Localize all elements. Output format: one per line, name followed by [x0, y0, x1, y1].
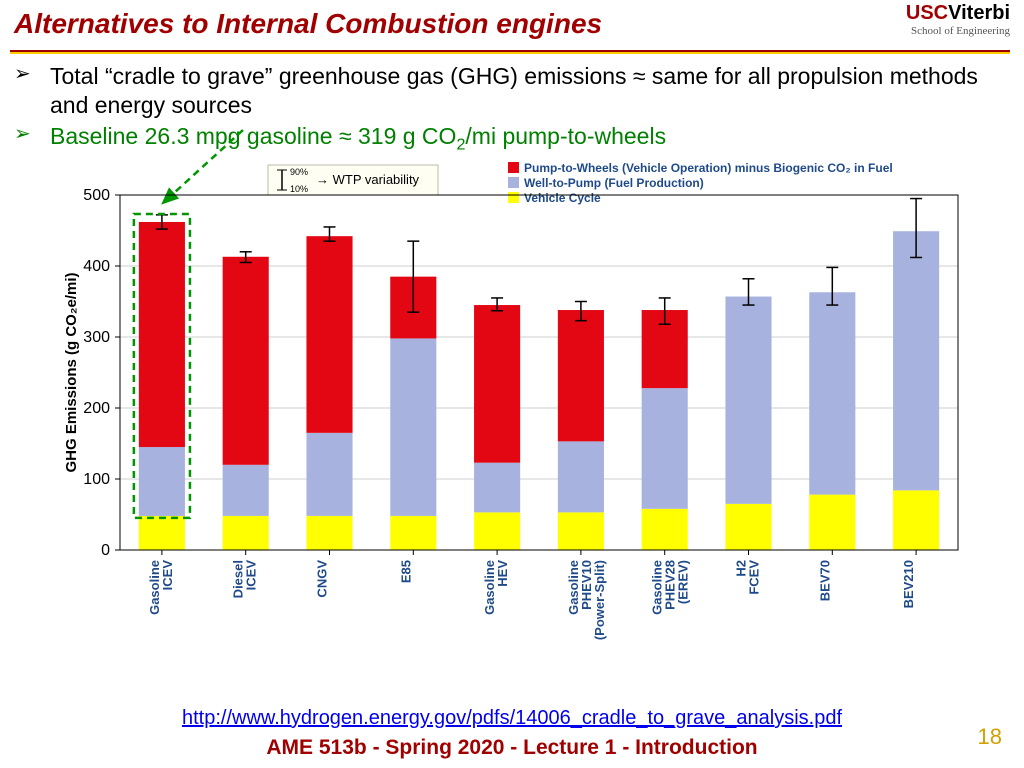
- svg-text:Pump-to-Wheels (Vehicle Operat: Pump-to-Wheels (Vehicle Operation) minus…: [524, 161, 893, 175]
- svg-text:10%: 10%: [290, 184, 308, 194]
- chart: 0 100 200 300 400 500 GHG Emissions (g CO₂e/mi…: [58, 170, 978, 670]
- bullet-1: Total “cradle to grave” greenhouse gas (…: [28, 62, 1014, 120]
- svg-text:E85: E85: [398, 560, 413, 583]
- page-number: 18: [978, 724, 1002, 750]
- svg-text:FCEV: FCEV: [747, 560, 762, 595]
- bullet-2: Baseline 26.3 mpg gasoline ≈ 319 g CO2/m…: [28, 122, 1014, 155]
- logo-subtitle: School of Engineering: [906, 25, 1010, 37]
- svg-text:0: 0: [101, 542, 110, 559]
- svg-text:200: 200: [83, 400, 110, 417]
- logo-usc: USC: [906, 2, 948, 24]
- svg-text:500: 500: [83, 187, 110, 204]
- svg-text:Well-to-Pump (Fuel Production): Well-to-Pump (Fuel Production): [524, 176, 704, 190]
- svg-text:GHG Emissions (g CO₂e/mi): GHG Emissions (g CO₂e/mi): [63, 272, 80, 472]
- svg-text:ICEV: ICEV: [244, 560, 259, 591]
- source-link[interactable]: http://www.hydrogen.energy.gov/pdfs/1400…: [0, 707, 1024, 730]
- title-separator: [10, 50, 1010, 54]
- svg-text:ICEV: ICEV: [160, 560, 175, 591]
- chart-svg: 0 100 200 300 400 500 GHG Emissions (g CO₂e/mi…: [58, 170, 978, 670]
- svg-text:(EREV): (EREV): [676, 560, 691, 604]
- bullet-2-pre: Baseline 26.3 mpg gasoline ≈ 319 g CO: [50, 123, 456, 149]
- svg-text:BEV70: BEV70: [817, 560, 832, 601]
- svg-text:BEV210: BEV210: [901, 560, 916, 608]
- svg-text:CNGV: CNGV: [315, 560, 330, 598]
- svg-text:Vehicle Cycle: Vehicle Cycle: [524, 191, 601, 205]
- svg-text:300: 300: [83, 329, 110, 346]
- svg-text:90%: 90%: [290, 167, 308, 177]
- logo-viterbi: Viterbi: [948, 2, 1010, 24]
- svg-text:400: 400: [83, 258, 110, 275]
- svg-text:HEV: HEV: [495, 560, 510, 587]
- logo: USCViterbi School of Engineering: [906, 2, 1010, 37]
- svg-text:(Power-Split): (Power-Split): [592, 560, 607, 640]
- slide-title: Alternatives to Internal Combustion engi…: [0, 0, 1024, 40]
- svg-text:→ WTP variability: → WTP variability: [316, 172, 420, 187]
- bullet-2-post: /mi pump-to-wheels: [465, 123, 666, 149]
- footer: AME 513b - Spring 2020 - Lecture 1 - Int…: [0, 736, 1024, 760]
- svg-text:100: 100: [83, 471, 110, 488]
